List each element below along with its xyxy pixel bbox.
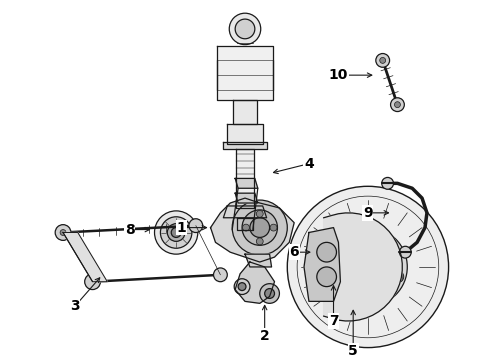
Text: 2: 2 [260, 329, 270, 343]
Circle shape [380, 58, 386, 63]
Text: 8: 8 [125, 222, 135, 237]
Circle shape [214, 268, 227, 282]
Polygon shape [235, 179, 258, 188]
Circle shape [229, 13, 261, 45]
Circle shape [243, 224, 249, 231]
Circle shape [234, 279, 250, 294]
Circle shape [376, 54, 390, 67]
Polygon shape [236, 149, 254, 208]
Circle shape [238, 283, 246, 291]
Polygon shape [237, 218, 253, 230]
Circle shape [362, 293, 374, 304]
Polygon shape [227, 124, 263, 144]
Polygon shape [218, 46, 272, 100]
Circle shape [256, 210, 263, 217]
Circle shape [232, 200, 287, 255]
Text: 10: 10 [329, 68, 348, 82]
Circle shape [260, 284, 279, 303]
Circle shape [317, 267, 337, 287]
Circle shape [394, 102, 400, 108]
Circle shape [250, 218, 270, 238]
Text: 4: 4 [304, 157, 314, 171]
Circle shape [329, 228, 407, 306]
Circle shape [235, 19, 255, 39]
Polygon shape [245, 254, 271, 267]
Circle shape [171, 228, 181, 238]
Text: 5: 5 [348, 343, 358, 357]
Circle shape [354, 253, 382, 281]
Circle shape [270, 224, 277, 231]
Circle shape [60, 230, 66, 235]
Circle shape [382, 177, 393, 189]
Circle shape [189, 219, 203, 233]
Circle shape [317, 242, 337, 262]
Polygon shape [235, 262, 274, 303]
Circle shape [391, 98, 404, 112]
Circle shape [167, 224, 185, 241]
Circle shape [287, 186, 448, 348]
Circle shape [392, 271, 404, 283]
Circle shape [85, 274, 100, 289]
Polygon shape [233, 100, 257, 124]
Circle shape [265, 289, 274, 298]
Text: 6: 6 [290, 245, 299, 259]
Circle shape [154, 211, 198, 254]
Circle shape [55, 225, 71, 240]
Circle shape [399, 246, 411, 258]
Polygon shape [223, 206, 267, 218]
Circle shape [343, 242, 392, 292]
Polygon shape [304, 228, 341, 301]
Text: 9: 9 [363, 206, 373, 220]
Circle shape [242, 210, 277, 245]
Circle shape [381, 235, 392, 247]
Circle shape [343, 235, 355, 247]
Text: 3: 3 [70, 299, 80, 313]
Polygon shape [63, 233, 107, 282]
Polygon shape [223, 142, 267, 149]
Text: 1: 1 [176, 221, 186, 235]
Circle shape [160, 217, 192, 248]
Circle shape [256, 238, 263, 245]
Polygon shape [324, 213, 402, 321]
Polygon shape [235, 193, 258, 203]
Circle shape [332, 271, 344, 283]
Polygon shape [211, 198, 294, 262]
Text: 7: 7 [329, 314, 338, 328]
